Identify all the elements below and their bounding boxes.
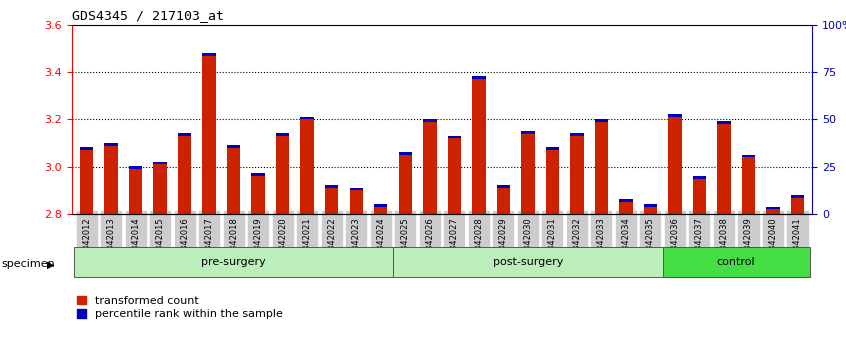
Bar	[497, 185, 510, 188]
Bar	[668, 114, 682, 117]
Text: GDS4345 / 217103_at: GDS4345 / 217103_at	[72, 9, 224, 22]
Text: ▶: ▶	[47, 259, 55, 269]
Bar	[791, 195, 805, 198]
Bar	[300, 119, 314, 214]
Bar	[668, 117, 682, 214]
Bar	[570, 136, 584, 214]
Bar	[325, 185, 338, 188]
Bar	[349, 190, 363, 214]
Bar	[595, 119, 608, 122]
Bar	[570, 133, 584, 136]
Bar	[693, 179, 706, 214]
Bar	[717, 124, 731, 214]
Bar	[251, 176, 265, 214]
Bar	[227, 145, 240, 148]
Bar	[325, 188, 338, 214]
Bar	[276, 136, 289, 214]
Bar	[521, 131, 535, 134]
Bar	[300, 116, 314, 119]
Bar	[202, 53, 216, 56]
Bar	[374, 207, 387, 214]
Bar	[202, 56, 216, 214]
Bar	[472, 79, 486, 214]
Bar	[791, 198, 805, 214]
Bar	[178, 133, 191, 136]
Bar	[423, 122, 437, 214]
Bar	[644, 204, 657, 207]
Bar	[80, 150, 93, 214]
Bar	[644, 207, 657, 214]
Bar	[74, 247, 393, 277]
Text: control: control	[717, 257, 755, 267]
Bar	[497, 188, 510, 214]
Bar	[153, 165, 167, 214]
Bar	[766, 210, 780, 214]
Bar	[398, 155, 412, 214]
Bar	[619, 200, 633, 202]
Bar	[178, 136, 191, 214]
Bar	[153, 162, 167, 165]
Legend: transformed count, percentile rank within the sample: transformed count, percentile rank withi…	[78, 296, 283, 319]
Bar	[129, 166, 142, 169]
Text: specimen: specimen	[2, 259, 56, 269]
Bar	[398, 152, 412, 155]
Bar	[619, 202, 633, 214]
Bar	[742, 157, 755, 214]
Bar	[546, 150, 559, 214]
Bar	[276, 133, 289, 136]
Text: post-surgery: post-surgery	[492, 257, 563, 267]
Bar	[448, 136, 461, 138]
Bar	[521, 134, 535, 214]
Bar	[393, 247, 662, 277]
Bar	[742, 154, 755, 157]
Bar	[662, 247, 810, 277]
Bar	[349, 188, 363, 190]
Bar	[472, 76, 486, 79]
Bar	[595, 122, 608, 214]
Bar	[80, 147, 93, 150]
Bar	[717, 121, 731, 124]
Bar	[104, 145, 118, 214]
Bar	[251, 173, 265, 176]
Bar	[448, 138, 461, 214]
Bar	[129, 169, 142, 214]
Text: pre-surgery: pre-surgery	[201, 257, 266, 267]
Bar	[766, 207, 780, 210]
Bar	[227, 148, 240, 214]
Bar	[693, 176, 706, 179]
Bar	[374, 204, 387, 207]
Bar	[546, 147, 559, 150]
Bar	[423, 119, 437, 122]
Bar	[104, 143, 118, 145]
